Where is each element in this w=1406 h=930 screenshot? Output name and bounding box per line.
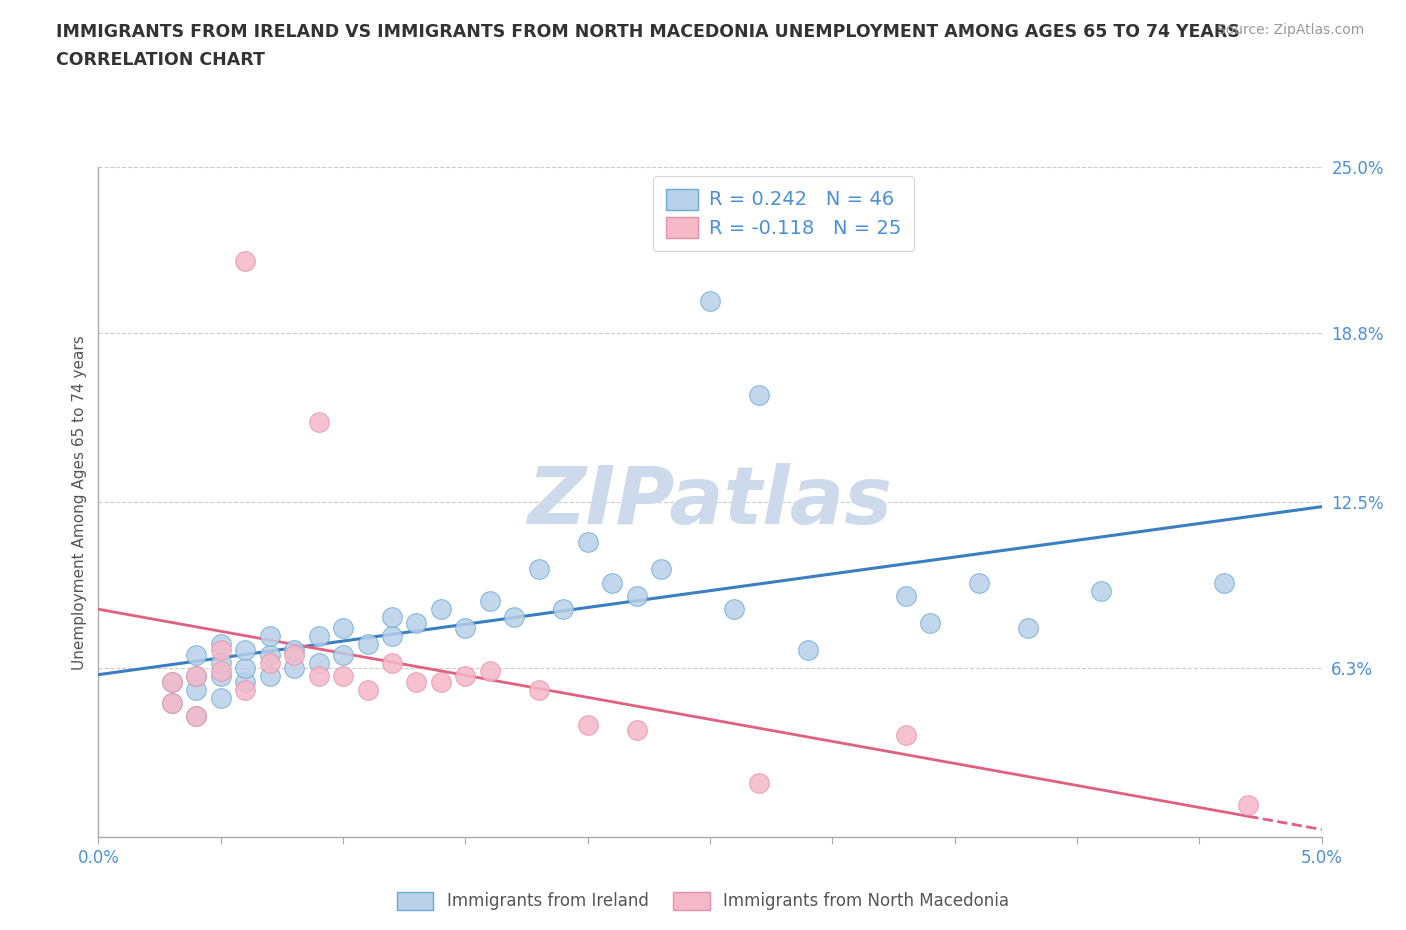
Y-axis label: Unemployment Among Ages 65 to 74 years: Unemployment Among Ages 65 to 74 years xyxy=(72,335,87,670)
Text: IMMIGRANTS FROM IRELAND VS IMMIGRANTS FROM NORTH MACEDONIA UNEMPLOYMENT AMONG AG: IMMIGRANTS FROM IRELAND VS IMMIGRANTS FR… xyxy=(56,23,1240,41)
Point xyxy=(405,616,427,631)
Point xyxy=(1212,575,1234,590)
Point xyxy=(748,776,770,790)
Point xyxy=(332,620,354,635)
Point xyxy=(748,388,770,403)
Legend: Immigrants from Ireland, Immigrants from North Macedonia: Immigrants from Ireland, Immigrants from… xyxy=(389,885,1017,917)
Text: Source: ZipAtlas.com: Source: ZipAtlas.com xyxy=(1216,23,1364,37)
Point xyxy=(160,696,183,711)
Point xyxy=(233,683,256,698)
Text: ZIPatlas: ZIPatlas xyxy=(527,463,893,541)
Point xyxy=(283,647,305,662)
Point xyxy=(160,674,183,689)
Text: CORRELATION CHART: CORRELATION CHART xyxy=(56,51,266,69)
Point xyxy=(186,669,208,684)
Point xyxy=(894,728,917,743)
Point xyxy=(454,669,477,684)
Point xyxy=(259,647,281,662)
Point xyxy=(430,674,453,689)
Point xyxy=(381,629,404,644)
Point xyxy=(430,602,453,617)
Point xyxy=(381,610,404,625)
Point xyxy=(405,674,427,689)
Point xyxy=(576,717,599,732)
Point xyxy=(283,642,305,657)
Point xyxy=(259,669,281,684)
Point xyxy=(209,663,232,678)
Point xyxy=(503,610,526,625)
Point xyxy=(356,637,378,652)
Point xyxy=(186,709,208,724)
Point xyxy=(381,656,404,671)
Point xyxy=(699,294,721,309)
Point xyxy=(186,647,208,662)
Point xyxy=(332,669,354,684)
Point xyxy=(209,690,232,705)
Point xyxy=(332,647,354,662)
Point xyxy=(160,674,183,689)
Point xyxy=(259,656,281,671)
Legend: R = 0.242   N = 46, R = -0.118   N = 25: R = 0.242 N = 46, R = -0.118 N = 25 xyxy=(652,177,914,251)
Point xyxy=(723,602,745,617)
Point xyxy=(308,669,330,684)
Point xyxy=(894,589,917,604)
Point xyxy=(478,594,501,609)
Point xyxy=(308,415,330,430)
Point xyxy=(967,575,990,590)
Point xyxy=(308,629,330,644)
Point xyxy=(797,642,820,657)
Point xyxy=(233,254,256,269)
Point xyxy=(356,683,378,698)
Point xyxy=(553,602,575,617)
Point xyxy=(209,637,232,652)
Point xyxy=(186,683,208,698)
Point xyxy=(233,642,256,657)
Point xyxy=(160,696,183,711)
Point xyxy=(650,562,672,577)
Point xyxy=(1237,797,1260,812)
Point xyxy=(527,562,550,577)
Point xyxy=(308,656,330,671)
Point xyxy=(626,723,648,737)
Point xyxy=(920,616,942,631)
Point xyxy=(626,589,648,604)
Point xyxy=(1017,620,1039,635)
Point xyxy=(283,661,305,676)
Point xyxy=(600,575,623,590)
Point xyxy=(209,669,232,684)
Point xyxy=(527,683,550,698)
Point xyxy=(186,709,208,724)
Point xyxy=(233,661,256,676)
Point xyxy=(259,629,281,644)
Point xyxy=(209,642,232,657)
Point xyxy=(233,674,256,689)
Point xyxy=(576,535,599,550)
Point xyxy=(478,663,501,678)
Point xyxy=(209,656,232,671)
Point xyxy=(1090,583,1112,598)
Point xyxy=(454,620,477,635)
Point xyxy=(186,669,208,684)
